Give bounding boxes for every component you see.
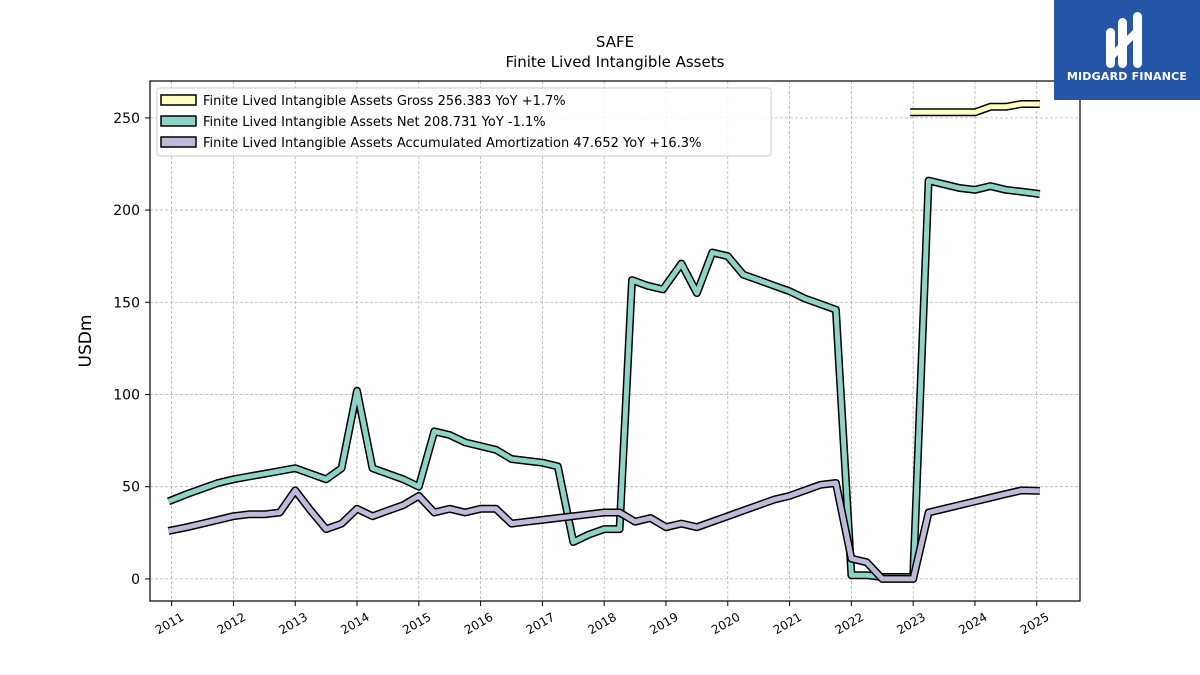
x-tick-label: 2015 (400, 610, 433, 637)
series-0 (910, 100, 1040, 117)
x-tick-label: 2018 (585, 610, 618, 637)
x-tick-label: 2019 (647, 610, 680, 637)
y-tick-label: 250 (113, 111, 140, 127)
y-tick-label: 50 (122, 480, 140, 496)
x-tick-label: 2016 (462, 610, 495, 637)
x-tick-label: 2025 (1018, 610, 1051, 637)
x-tick-label: 2024 (956, 610, 989, 637)
chart-subtitle: Finite Lived Intangible Assets (506, 53, 725, 71)
legend-box (156, 87, 772, 157)
legend-swatch (160, 94, 197, 106)
x-tick-label: 2017 (524, 610, 557, 637)
legend: Finite Lived Intangible Assets Gross 256… (156, 87, 772, 157)
x-tick-label: 2013 (276, 610, 309, 637)
y-tick-label: 150 (113, 295, 140, 311)
x-tick-label: 2011 (153, 610, 186, 637)
x-tick-label: 2020 (709, 610, 742, 637)
midgard-logo-icon (1106, 12, 1142, 68)
y-axis-label: USDm (76, 315, 96, 368)
y-tick-label: 100 (113, 387, 140, 403)
legend-label: Finite Lived Intangible Assets Accumulat… (203, 136, 701, 151)
legend-swatch (160, 136, 197, 148)
brand-logo: MIDGARD FINANCE (1054, 0, 1200, 100)
plot-frame (149, 80, 1081, 602)
legend-swatch (160, 115, 197, 127)
x-tick-label: 2014 (338, 610, 371, 637)
legend-label: Finite Lived Intangible Assets Net 208.7… (203, 115, 546, 130)
chart-title: SAFE (596, 33, 634, 51)
grid (150, 81, 1080, 601)
series-2 (167, 479, 1040, 583)
x-tick-label: 2023 (894, 610, 927, 637)
y-tick-label: 0 (131, 572, 140, 588)
brand-name: MIDGARD FINANCE (1066, 70, 1188, 83)
series-line (168, 480, 1040, 582)
series-lines (167, 100, 1041, 583)
legend-label: Finite Lived Intangible Assets Gross 256… (203, 94, 566, 109)
x-tick-label: 2012 (215, 610, 248, 637)
x-tick-label: 2021 (771, 610, 804, 637)
x-tick-label: 2022 (833, 610, 866, 637)
y-tick-label: 200 (113, 203, 140, 219)
series-line (910, 101, 1040, 115)
